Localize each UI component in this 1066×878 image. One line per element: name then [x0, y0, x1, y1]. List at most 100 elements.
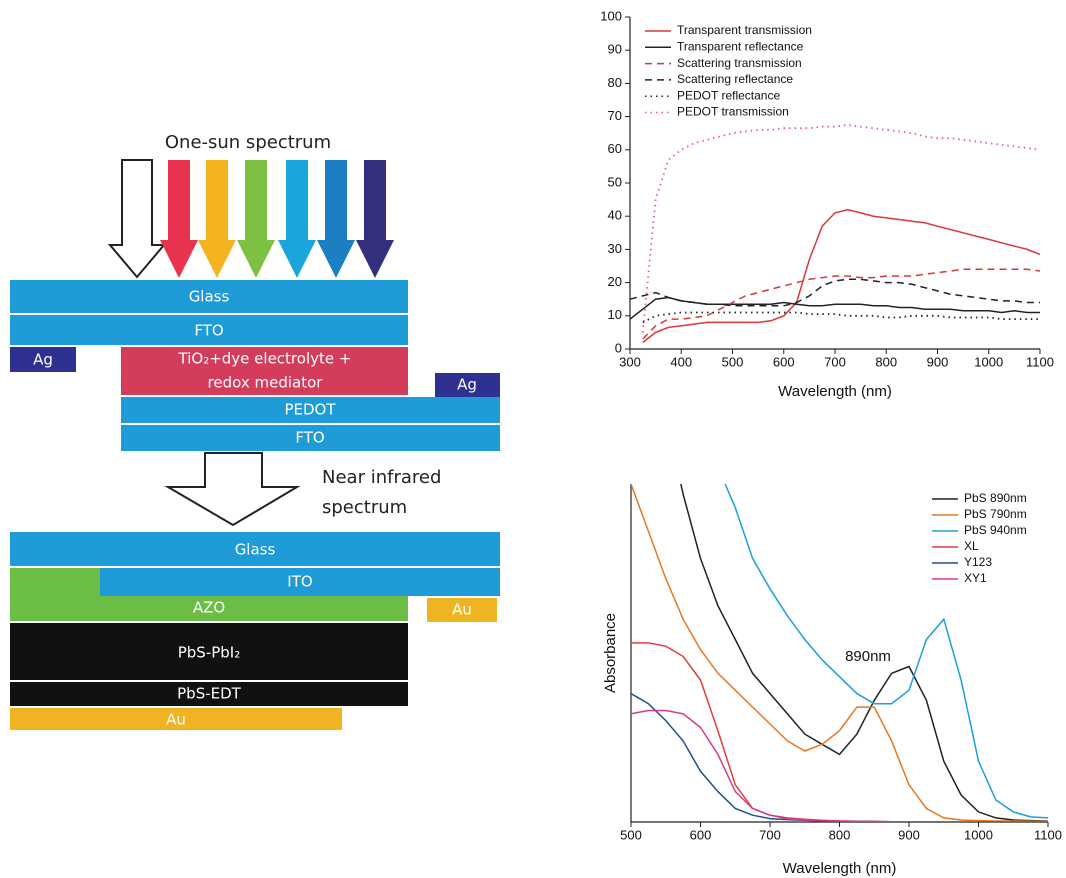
- series-line: [631, 484, 1048, 822]
- x-tick-label: 1000: [964, 827, 993, 842]
- device-diagram: One-sun spectrum Glass FTO Ag TiO₂+dye e…: [10, 132, 500, 730]
- layer-label: Glass: [235, 541, 276, 559]
- series-line: [631, 692, 1048, 822]
- legend-label: PEDOT reflectance: [677, 88, 780, 102]
- layer-label: Au: [166, 711, 186, 729]
- white-arrow: [107, 159, 167, 279]
- y-tick-label: 90: [608, 42, 622, 57]
- y-tick-label: 40: [608, 208, 622, 223]
- nir-arrow: [164, 452, 301, 527]
- ito-layer: [100, 568, 500, 596]
- series-line: [642, 208, 1041, 343]
- layer-label: ITO: [287, 573, 312, 591]
- layer-label: FTO: [194, 322, 223, 340]
- legend-label: Scattering reflectance: [677, 72, 793, 86]
- y-tick-label: 70: [608, 108, 622, 123]
- x-tick-label: 400: [670, 354, 692, 369]
- electrolyte-layer: [121, 347, 408, 395]
- chart: 300 400 500 600 700 800 900 1000 1100 0 10 20 30 40 50…: [600, 8, 1054, 400]
- legend-label: Scattering transmission: [677, 56, 802, 70]
- x-tick-label: 800: [829, 827, 851, 842]
- series-line: [642, 268, 1041, 340]
- plot-area: [631, 484, 1048, 822]
- x-tick-label: 1100: [1026, 354, 1054, 369]
- series-line: [629, 278, 1040, 307]
- legend-label: PbS 790nm: [964, 507, 1027, 521]
- series-line: [724, 484, 1048, 819]
- x-tick-label: 900: [898, 827, 920, 842]
- legend-label: PbS 940nm: [964, 523, 1027, 537]
- layer-label: Ag: [457, 376, 477, 394]
- legend-label: Transparent reflectance: [677, 39, 804, 53]
- series-line: [631, 642, 1048, 822]
- blue-arrow: [317, 160, 355, 278]
- x-tick-label: 600: [690, 827, 712, 842]
- charts: 300 400 500 600 700 800 900 1000 1100 0 10 20 30 40 50…: [600, 8, 1062, 877]
- fto-layer: [10, 315, 408, 345]
- y-tick-label: 20: [608, 274, 622, 289]
- y-tick-label: 10: [608, 307, 622, 322]
- series-line: [629, 296, 1040, 320]
- x-tick-label: 1100: [1034, 827, 1062, 842]
- sun-label: One-sun spectrum: [165, 132, 331, 153]
- layer-label: Glass: [189, 288, 230, 306]
- y-tick-label: 100: [600, 8, 622, 23]
- series-line: [641, 123, 1041, 333]
- series-line: [631, 709, 1048, 822]
- chart: 500 600 700 800 900 1000 1100 Wavelength (nm) Ab…: [602, 484, 1062, 877]
- au-contact: [427, 598, 497, 622]
- y-tick-label: 30: [608, 241, 622, 256]
- pbs-pbi2-layer: [10, 623, 408, 680]
- x-tick-label: 700: [759, 827, 781, 842]
- cyan-arrow: [278, 160, 316, 278]
- legend-label: XL: [964, 539, 979, 553]
- green-arrow: [237, 160, 275, 278]
- x-tick-label: 300: [619, 354, 641, 369]
- y-tick-label: 60: [608, 141, 622, 156]
- y-axis-label: Absorbance: [602, 613, 619, 693]
- layer-label: PbS-EDT: [177, 685, 242, 703]
- ag-contact: [435, 373, 500, 397]
- layer-label: AZO: [193, 599, 225, 617]
- nir-label: Near infrared: [322, 467, 441, 488]
- pedot-layer: [121, 397, 500, 423]
- navy-arrow: [356, 160, 394, 278]
- layer-label: PbS-PbI₂: [178, 644, 241, 662]
- legend-label: PEDOT transmission: [677, 105, 789, 119]
- layer-label: redox mediator: [208, 374, 324, 392]
- annotation: 890nm: [845, 648, 891, 665]
- ag-contact: [10, 347, 76, 372]
- pbs-edt-layer: [10, 682, 408, 706]
- legend-label: Transparent transmission: [677, 23, 812, 37]
- nir-label: spectrum: [322, 497, 407, 518]
- layer-label: TiO₂+dye electrolyte +: [178, 350, 352, 368]
- x-tick-label: 1000: [974, 354, 1003, 369]
- x-tick-label: 900: [927, 354, 949, 369]
- glass-layer: [10, 532, 500, 566]
- series-line: [680, 484, 1048, 822]
- x-tick-label: 700: [824, 354, 846, 369]
- au-layer: [10, 708, 342, 730]
- red-arrow: [160, 160, 198, 278]
- series-line: [642, 311, 1040, 324]
- layer-label: FTO: [295, 429, 324, 447]
- plot-area: [629, 123, 1041, 343]
- fto-layer: [121, 425, 500, 451]
- orange-arrow: [198, 160, 236, 278]
- x-tick-label: 600: [773, 354, 795, 369]
- x-tick-label: 800: [875, 354, 897, 369]
- y-tick-label: 50: [608, 174, 622, 189]
- glass-layer: [10, 280, 408, 313]
- legend-label: Y123: [964, 555, 992, 569]
- layer-label: Ag: [33, 351, 53, 369]
- layer-label: Au: [452, 601, 472, 619]
- y-tick-label: 80: [608, 75, 622, 90]
- legend-label: PbS 890nm: [964, 491, 1027, 505]
- layer-label: PEDOT: [284, 401, 336, 419]
- x-axis-label: Wavelength (nm): [778, 383, 892, 400]
- y-tick-label: 0: [615, 340, 622, 355]
- legend-label: XY1: [964, 571, 987, 585]
- x-axis-label: Wavelength (nm): [783, 860, 897, 877]
- x-tick-label: 500: [620, 827, 642, 842]
